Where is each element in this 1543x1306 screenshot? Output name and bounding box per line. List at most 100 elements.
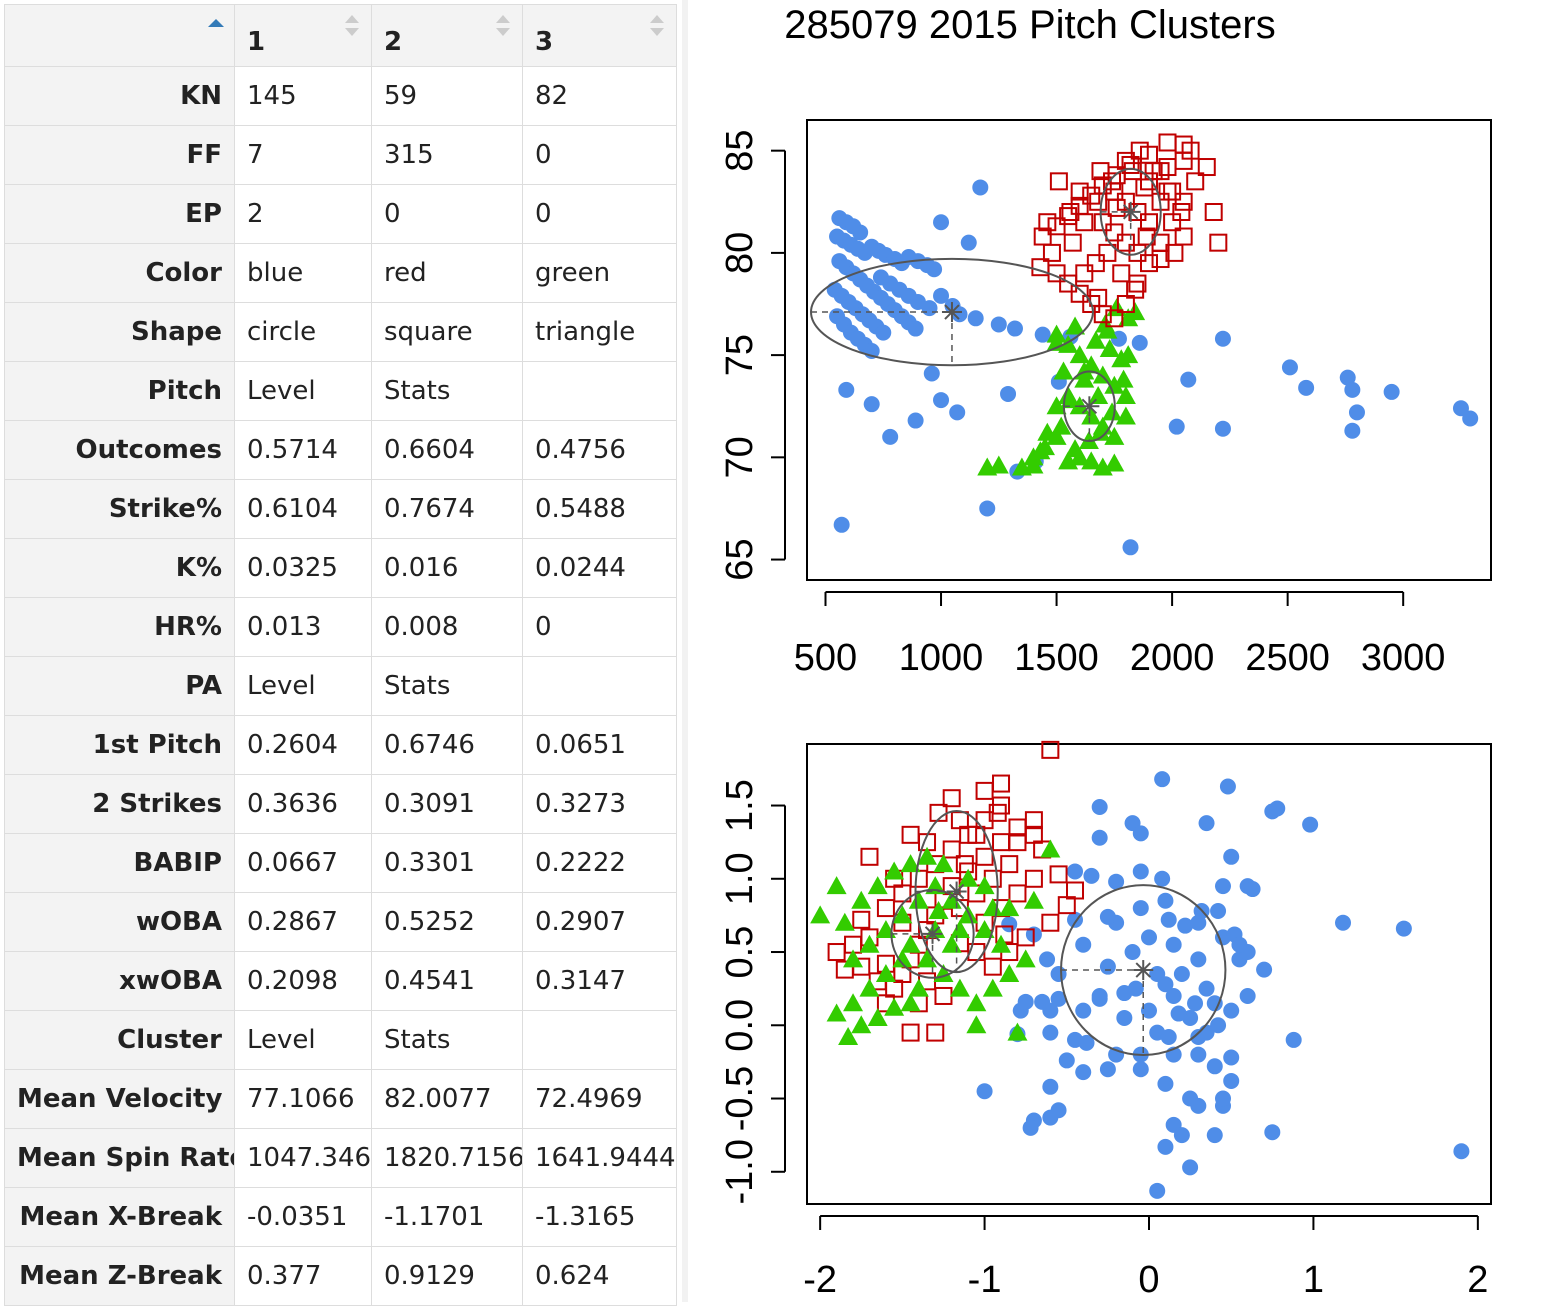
x-tick-label: 2000 [1130, 637, 1215, 679]
header-rowname-sort[interactable] [4, 4, 235, 67]
table-cell: -1.3165 [522, 1187, 677, 1247]
center-marker [1081, 398, 1098, 414]
table-cell: Stats [371, 656, 523, 716]
data-point [1158, 158, 1177, 177]
table-cell: 77.1066 [234, 1069, 372, 1129]
table-row: PA Level Stats [4, 656, 677, 716]
data-point [1089, 288, 1108, 307]
data-point [1049, 172, 1068, 191]
data-point [1132, 900, 1149, 917]
data-point [1157, 1075, 1174, 1092]
data-point [1047, 217, 1066, 236]
data-point [900, 854, 921, 873]
table-cell: 0.2867 [234, 892, 372, 952]
data-point [1132, 825, 1149, 842]
row-label: EP [4, 184, 235, 244]
data-point [1118, 345, 1139, 364]
header-cluster-2[interactable]: 2 [371, 4, 523, 67]
data-point [1049, 865, 1068, 884]
table-cell: 0.0244 [522, 538, 677, 598]
data-point [958, 868, 979, 887]
table-header-row: 1 2 3 [4, 4, 677, 67]
data-point [1348, 404, 1365, 421]
data-point [1206, 1058, 1223, 1075]
table-cell: 0 [522, 125, 677, 185]
data-point [982, 978, 1003, 997]
data-point [1105, 309, 1124, 328]
table-cell: Level [234, 361, 372, 421]
data-point [882, 428, 899, 445]
data-point [1051, 416, 1072, 435]
sort-icon[interactable] [650, 15, 664, 39]
data-point [990, 316, 1007, 333]
table-cell: 0.9129 [371, 1246, 523, 1306]
table-row: Mean X-Break -0.0351 -1.1701 -1.3165 [4, 1187, 677, 1247]
table-cell: 0.6104 [234, 479, 372, 539]
data-point [1157, 976, 1174, 993]
data-point [892, 949, 913, 968]
table-row: Pitch Level Stats [4, 361, 677, 421]
sort-icon[interactable] [496, 15, 510, 39]
header-cluster-3[interactable]: 3 [522, 4, 677, 67]
data-point [1206, 1127, 1223, 1144]
data-point [1198, 815, 1215, 832]
table-row: Strike% 0.6104 0.7674 0.5488 [4, 479, 677, 539]
data-point [1115, 386, 1136, 404]
data-point [977, 457, 998, 476]
sort-icon[interactable] [345, 15, 359, 39]
data-point [1154, 771, 1171, 788]
data-point [1066, 881, 1085, 900]
header-cluster-1[interactable]: 1 [234, 4, 372, 67]
data-point [1116, 192, 1135, 211]
data-point [1050, 966, 1067, 982]
data-point [1108, 873, 1125, 890]
data-point [1083, 867, 1100, 884]
table-row: Mean Velocity 77.1066 82.0077 72.4969 [4, 1069, 677, 1129]
data-point [1104, 375, 1125, 394]
table-cell: 0.2907 [522, 892, 677, 952]
table-cell: 2 [234, 184, 372, 244]
data-point [1214, 420, 1231, 437]
data-point [1190, 1028, 1207, 1045]
data-point [1107, 198, 1126, 217]
data-point [1104, 453, 1125, 472]
y-tick-label: 70 [719, 436, 761, 478]
data-point [1075, 1002, 1092, 1019]
row-label: Outcomes [4, 420, 235, 480]
data-point [988, 455, 1009, 474]
data-point [1085, 330, 1106, 349]
sort-ascending-icon[interactable] [208, 19, 224, 27]
data-point [1042, 1078, 1059, 1095]
table-cell: 0.2098 [234, 951, 372, 1011]
data-point [1140, 213, 1158, 232]
table-cell: Stats [371, 361, 523, 421]
data-point [838, 381, 855, 398]
data-point [1116, 295, 1135, 313]
table-row: FF 7 315 0 [4, 125, 677, 185]
data-point [1121, 155, 1140, 174]
data-point [979, 500, 996, 517]
data-point [1050, 990, 1067, 1007]
data-point [1223, 1072, 1240, 1089]
data-point [926, 261, 943, 278]
data-point [1173, 1127, 1190, 1144]
row-label: 1st Pitch [4, 715, 235, 775]
data-point [1165, 987, 1182, 1004]
table-cell: 0.016 [371, 538, 523, 598]
data-point [1163, 213, 1182, 232]
table-cell: 0.013 [234, 597, 372, 657]
data-point [1024, 825, 1043, 844]
data-point [907, 412, 924, 429]
table-cell: 0.5252 [371, 892, 523, 952]
table-row: EP 2 0 0 [4, 184, 677, 244]
header-label-2: 2 [384, 26, 403, 57]
data-point [1116, 985, 1133, 1002]
table-cell: 0.2604 [234, 715, 372, 775]
data-point [901, 1023, 920, 1042]
data-point [860, 847, 879, 866]
row-label: BABIP [4, 833, 235, 893]
data-point [1065, 439, 1086, 458]
x-tick-label: 0 [1138, 1259, 1159, 1301]
table-cell: blue [234, 243, 372, 303]
table-cell: circle [234, 302, 372, 362]
